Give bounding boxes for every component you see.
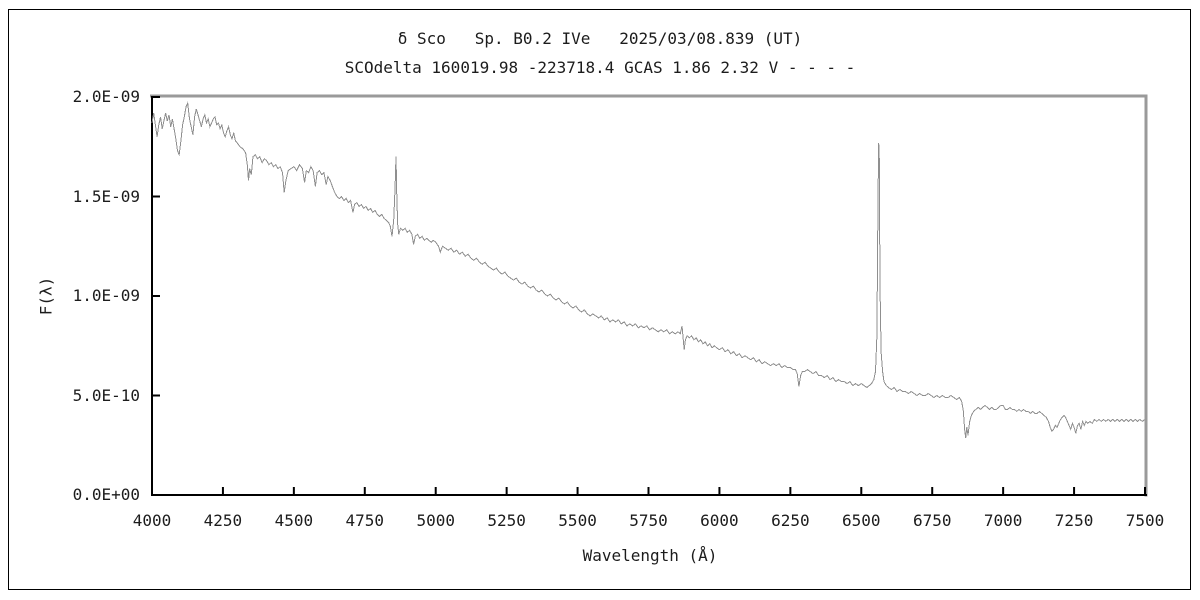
x-tick-label: 7500 — [1125, 511, 1165, 530]
x-tick-label: 4500 — [274, 511, 314, 530]
x-tick-label: 7250 — [1054, 511, 1094, 530]
x-tick-label: 5000 — [416, 511, 455, 530]
x-tick-label: 5750 — [629, 511, 668, 530]
x-tick-label: 4000 — [132, 511, 172, 530]
x-tick-label: 7000 — [983, 511, 1023, 530]
axis-ticks — [151, 96, 1146, 496]
x-tick-label: 6750 — [912, 511, 952, 530]
plot-title: δ Sco Sp. B0.2 IVe 2025/03/08.839 (UT) — [397, 29, 803, 48]
x-tick-label: 6250 — [771, 511, 810, 530]
x-tick-label: 5500 — [558, 511, 597, 530]
y-tick-label: 1.5E-09 — [72, 186, 140, 206]
x-tick-label: 4250 — [203, 511, 243, 530]
x-tick-label: 6500 — [842, 511, 881, 530]
y-tick-label: 2.0E-09 — [72, 87, 140, 106]
x-axis-title: Wavelength (Å) — [582, 546, 718, 565]
y-tick-label: 5.0E-10 — [72, 385, 140, 405]
x-tick-label: 4750 — [345, 511, 385, 530]
y-tick-label: 1.0E-09 — [72, 286, 140, 305]
x-tick-label: 5250 — [487, 511, 526, 530]
spectrum-trace — [151, 101, 1146, 438]
plot-subtitle: SCOdelta 160019.98 -223718.4 GCAS 1.86 2… — [344, 58, 856, 77]
x-tick-label: 6000 — [700, 511, 739, 530]
y-tick-label: 0.0E+00 — [72, 485, 140, 504]
